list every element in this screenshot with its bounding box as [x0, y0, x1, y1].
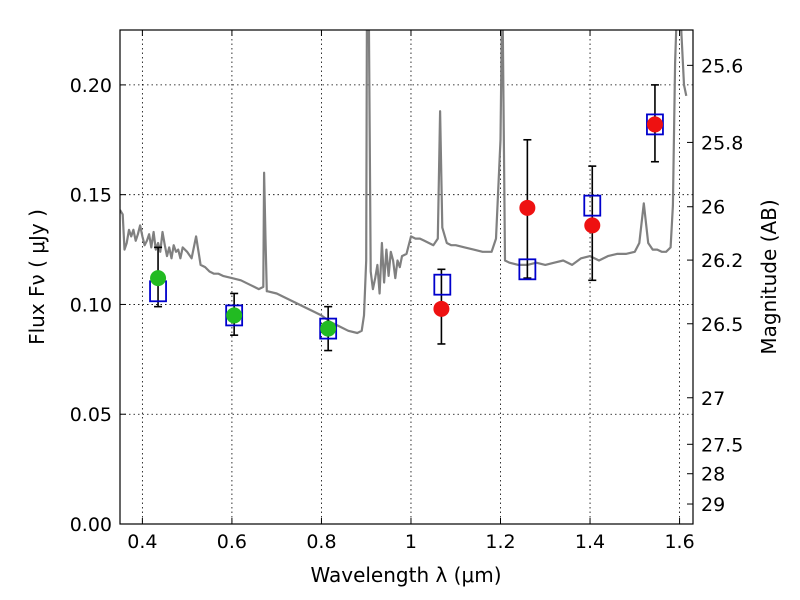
right-tick-label: 27 — [701, 388, 725, 410]
right-tick-label: 26.2 — [701, 250, 743, 272]
y-axis-ticks: 0.00 0.05 0.10 0.15 0.20 — [70, 75, 126, 536]
right-tick-label: 27.5 — [701, 434, 743, 456]
y-tick-label: 0.00 — [70, 514, 112, 536]
plot-frame — [119, 29, 694, 525]
y-tick-label: 0.05 — [70, 404, 112, 426]
y-axis-label: Flux Fν ( μJy ) — [25, 209, 49, 345]
model-flux-square — [583, 194, 602, 217]
right-tick-label: 25.8 — [701, 132, 743, 154]
right-tick-label: 29 — [701, 494, 725, 516]
right-tick-label: 25.6 — [701, 55, 743, 77]
model-spectrum-line — [120, 30, 688, 335]
right-axis-ticks: 25.6 25.8 26 26.2 26.5 27 27.5 28 29 — [687, 55, 743, 516]
x-tick-label: 1.6 — [664, 531, 694, 553]
observed-flux-point — [320, 320, 337, 337]
grid-lines — [120, 30, 693, 525]
observed-flux-point — [519, 199, 536, 216]
x-tick-label: 0.6 — [217, 531, 247, 553]
x-tick-label: 0.4 — [127, 531, 157, 553]
right-tick-label: 26.5 — [701, 314, 743, 336]
observed-flux-point — [150, 270, 167, 287]
y-tick-label: 0.20 — [70, 75, 112, 97]
observed-flux-point — [584, 217, 601, 234]
y-tick-label: 0.15 — [70, 185, 112, 207]
observed-flux-point — [433, 300, 450, 317]
x-axis-ticks: 0.4 0.6 0.8 1 1.2 1.4 1.6 — [127, 30, 695, 553]
x-axis-label: Wavelength λ (μm) — [310, 563, 501, 587]
x-tick-label: 0.8 — [306, 531, 336, 553]
right-axis-label: Magnitude (AB) — [757, 199, 781, 354]
observed-flux-points — [150, 116, 663, 337]
right-tick-label: 28 — [701, 464, 725, 486]
right-tick-label: 26 — [701, 197, 725, 219]
x-tick-label: 1.4 — [575, 531, 605, 553]
observed-flux-point — [226, 307, 243, 324]
y-tick-label: 0.10 — [70, 294, 112, 316]
observed-flux-point — [646, 116, 663, 133]
x-tick-label: 1 — [405, 531, 417, 553]
model-flux-square — [433, 273, 452, 296]
model-flux-square — [518, 258, 537, 281]
x-tick-label: 1.2 — [485, 531, 515, 553]
